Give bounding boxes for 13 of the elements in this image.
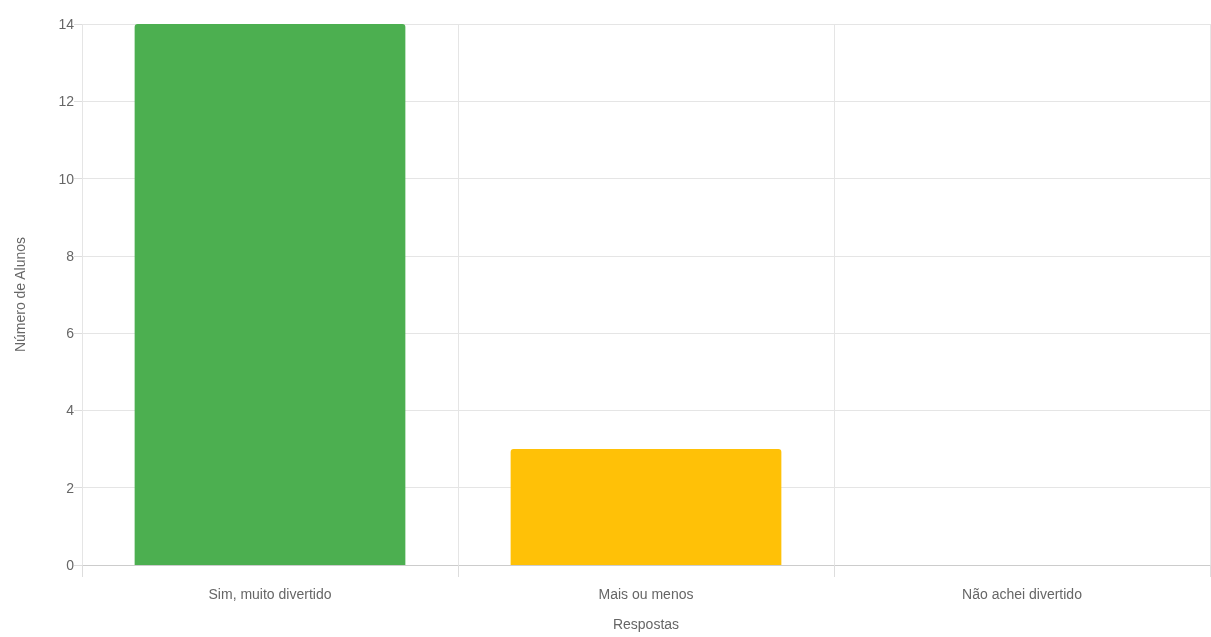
y-tick-label: 12 [58,93,75,110]
y-tick-label: 6 [66,325,75,342]
y-axis-title: Número de Alunos [12,236,28,353]
x-tick-label: Mais ou menos [598,586,694,602]
x-tick-label: Não achei divertido [962,586,1083,602]
y-tick-label: 0 [66,557,75,573]
y-tick-label: 2 [66,479,75,496]
x-axis-title: Respostas [612,616,680,632]
y-tick-label: 8 [66,247,75,264]
x-tick-label: Sim, muito divertido [208,586,332,602]
y-tick-label: 4 [66,402,75,419]
y-tick-label: 10 [58,170,75,187]
y-tick-label: 14 [58,16,75,32]
